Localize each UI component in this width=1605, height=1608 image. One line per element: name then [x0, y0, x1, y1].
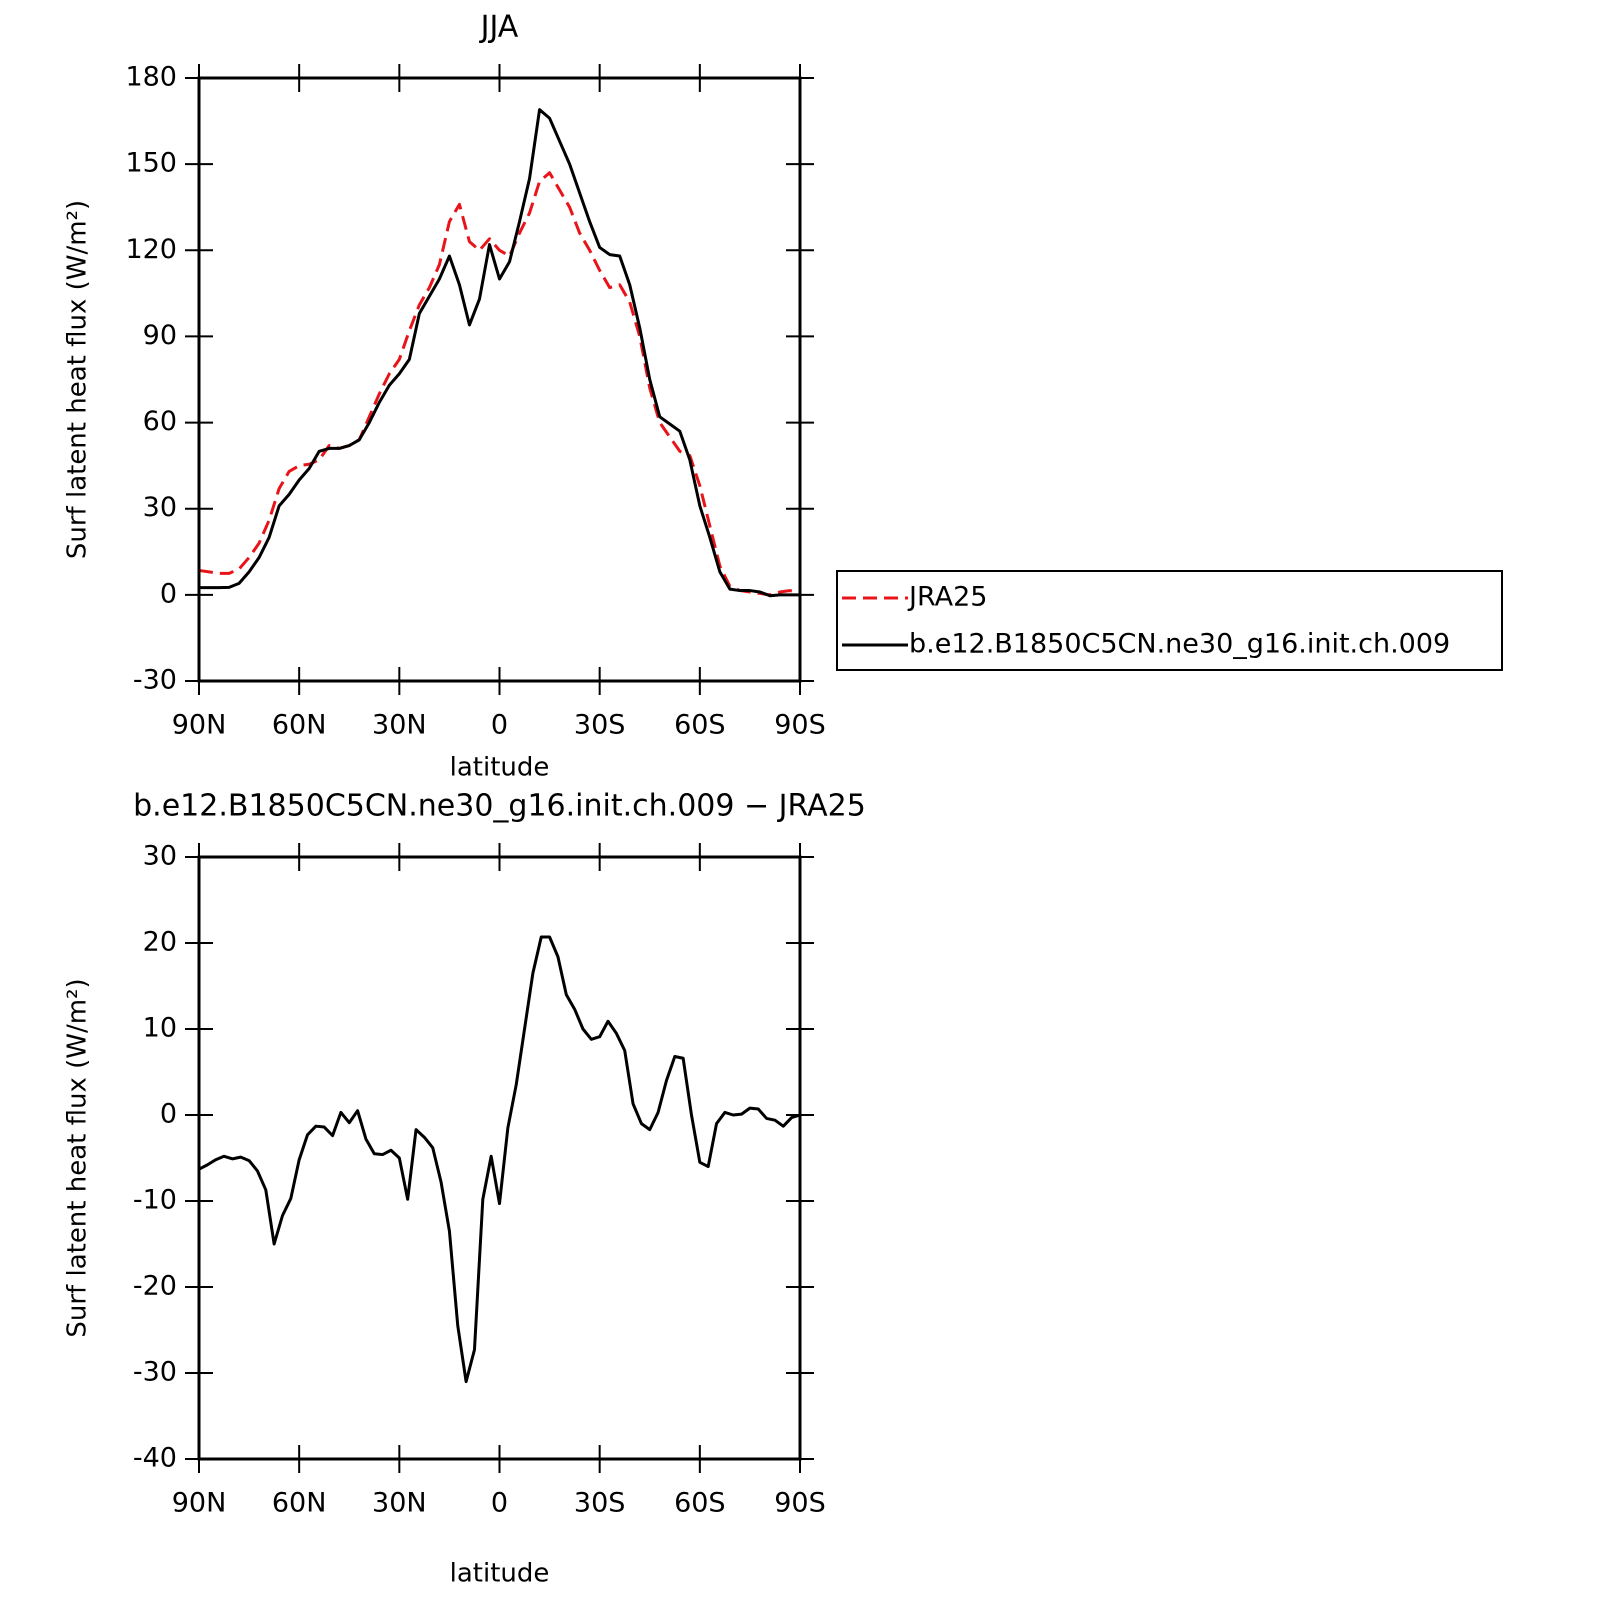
x-tick-label: 0 [491, 1488, 508, 1519]
chart-title: JJA [479, 10, 519, 45]
y-tick-label: -40 [133, 1443, 177, 1474]
y-tick-label: 150 [125, 148, 177, 179]
x-tick-label: 60S [674, 1488, 726, 1519]
x-axis-label: latitude [450, 1559, 550, 1589]
plot-frame [197, 76, 802, 683]
x-tick-label: 60N [272, 1488, 327, 1519]
y-tick-label: 0 [160, 1099, 177, 1130]
y-tick-label: -30 [133, 1357, 177, 1388]
y-tick-label: 30 [143, 492, 177, 523]
y-tick-label: 30 [143, 841, 177, 872]
y-tick-label: -20 [133, 1271, 177, 1302]
y-tick-label: 0 [160, 578, 177, 609]
x-tick-label: 30S [574, 1488, 626, 1519]
x-tick-label: 60S [674, 710, 726, 741]
y-axis-label: Surf latent heat flux (W/m²) [63, 200, 93, 559]
y-tick-label: 20 [143, 927, 177, 958]
x-axis-label: latitude [450, 753, 550, 783]
data-line [198, 935, 801, 1384]
legend-label: b.e12.B1850C5CN.ne30_g16.init.ch.009 [909, 629, 1450, 660]
y-tick-label: -10 [133, 1185, 177, 1216]
y-tick-label: 180 [125, 62, 177, 93]
x-tick-label: 30N [372, 710, 427, 741]
data-line [199, 108, 800, 598]
x-tick-label: 30S [574, 710, 626, 741]
data-line [198, 171, 801, 597]
y-tick-label: 90 [143, 320, 177, 351]
legend-label: JRA25 [907, 582, 987, 613]
y-tick-label: 10 [143, 1013, 177, 1044]
y-tick-label: -30 [133, 665, 177, 696]
x-tick-label: 90N [172, 710, 227, 741]
chart-title: b.e12.B1850C5CN.ne30_g16.init.ch.009 − J… [133, 789, 866, 824]
legend-box [836, 570, 1503, 671]
y-tick-label: 60 [143, 406, 177, 437]
plot-frame [197, 855, 802, 1461]
y-tick-label: 120 [125, 234, 177, 265]
x-tick-label: 90S [774, 710, 826, 741]
x-tick-label: 90N [172, 1488, 227, 1519]
y-axis-label: Surf latent heat flux (W/m²) [63, 978, 93, 1337]
x-tick-label: 90S [774, 1488, 826, 1519]
x-tick-label: 60N [272, 710, 327, 741]
x-tick-label: 0 [491, 710, 508, 741]
x-tick-label: 30N [372, 1488, 427, 1519]
